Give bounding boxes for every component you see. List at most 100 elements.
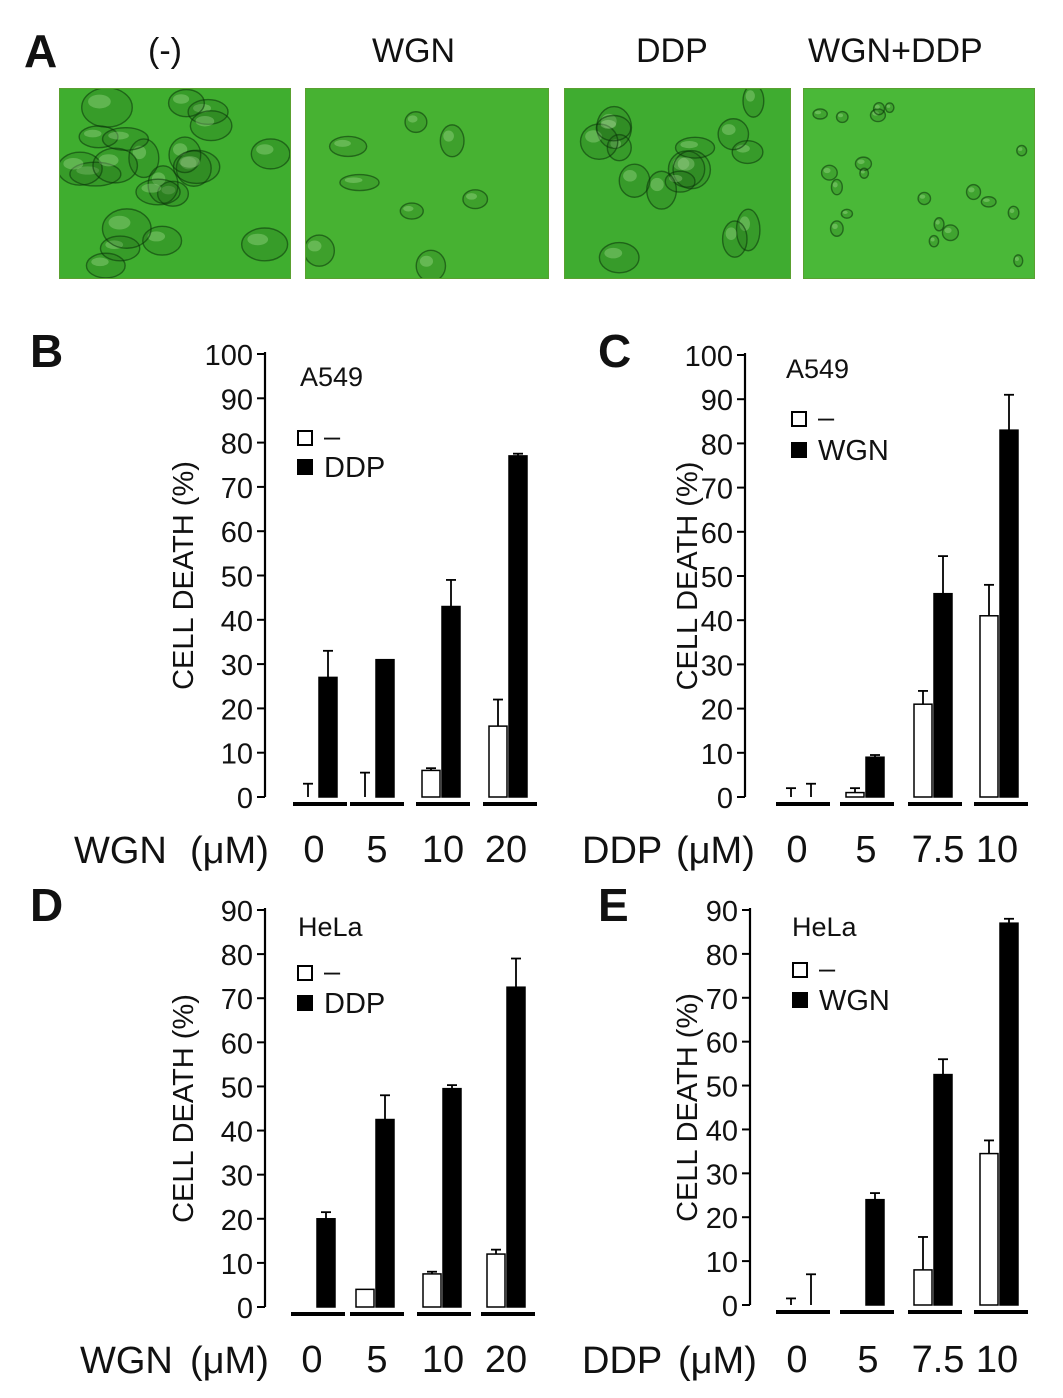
legend-label-filled: WGN [819, 985, 890, 1017]
legend-swatch-filled [297, 459, 313, 475]
cell-shape [941, 224, 960, 242]
cell-shape [618, 163, 651, 198]
cell-shape [240, 227, 289, 262]
x-category-label: 5 [855, 829, 876, 871]
x-axis-label: DDP [582, 830, 662, 872]
legend-label-filled: DDP [324, 452, 385, 484]
cell-shape [735, 208, 761, 252]
cell-highlight [860, 169, 865, 174]
cell-highlight [745, 90, 755, 102]
y-tick-label: 40 [221, 1117, 253, 1149]
legend-swatch-filled [792, 992, 808, 1008]
x-category-label: 20 [485, 1339, 527, 1381]
cell-shape [339, 173, 380, 192]
cell-shape [646, 170, 678, 210]
y-axis-label: CELL DEATH (%) [672, 462, 704, 691]
y-tick-label: 70 [221, 473, 253, 505]
cell-line-label: HeLa [298, 912, 364, 942]
y-tick-label: 100 [685, 341, 733, 373]
cell-shape [598, 241, 640, 274]
cell-highlight [837, 113, 844, 118]
y-axis-label: CELL DEATH (%) [168, 994, 200, 1223]
cell-shape [579, 123, 619, 161]
y-tick-label: 60 [706, 1028, 738, 1060]
cell-shape [92, 147, 139, 184]
y-tick-label: 10 [221, 739, 253, 771]
x-axis-label: DDP [582, 1340, 662, 1382]
cell-highlight [407, 115, 418, 123]
x-category-label: 0 [303, 829, 324, 871]
cell-shape [135, 178, 181, 206]
y-tick-label: 90 [701, 385, 733, 417]
legend-swatch-open [791, 411, 807, 427]
x-axis-unit: (μM) [676, 830, 755, 872]
cell-highlight [173, 94, 190, 104]
cell-highlight [874, 104, 880, 109]
cell-shape [168, 136, 202, 174]
x-category-label: 10 [976, 1339, 1018, 1381]
y-axis-label: CELL DEATH (%) [168, 461, 200, 690]
panel-letter-a: A [24, 25, 58, 77]
cell-highlight [256, 144, 274, 155]
cell-shape [872, 102, 886, 116]
cell-highlight [161, 185, 176, 195]
cell-shape [830, 178, 843, 196]
cell-shape [147, 165, 179, 205]
cell-highlight [600, 119, 617, 129]
cell-highlight [344, 177, 363, 183]
legend-swatch-filled [297, 995, 313, 1011]
x-category-label: 0 [301, 1339, 322, 1381]
cell-highlight [823, 167, 831, 174]
y-tick-label: 0 [237, 783, 253, 815]
cell-highlight [108, 131, 129, 140]
cell-highlight [180, 156, 197, 170]
cell-shape [439, 124, 465, 158]
cell-shape [1013, 254, 1024, 268]
cell-highlight [443, 130, 454, 142]
cell-highlight [179, 156, 201, 168]
x-category-label: 7.5 [912, 829, 965, 871]
cell-shape [328, 135, 368, 158]
cell-highlight [650, 177, 664, 192]
cell-highlight [84, 129, 102, 138]
cell-highlight [88, 94, 111, 109]
cell-shape [829, 220, 844, 237]
legend-label-open: – [819, 953, 836, 985]
cell-highlight [1014, 256, 1019, 262]
cell-shape [142, 225, 183, 256]
x-category-label: 5 [366, 829, 387, 871]
cell-line-label: HeLa [792, 912, 858, 942]
cell-shape [721, 220, 748, 258]
cell-highlight [141, 183, 162, 193]
micrograph-background [565, 89, 790, 278]
x-category-label: 7.5 [912, 1339, 965, 1381]
bar-open [913, 1269, 933, 1306]
y-tick-label: 90 [221, 384, 253, 416]
y-tick-label: 30 [221, 650, 253, 682]
y-tick-label: 90 [706, 896, 738, 928]
cell-shape [172, 149, 221, 185]
x-axis-label: WGN [80, 1340, 173, 1382]
legend-swatch-open [297, 430, 313, 446]
legend-label-open: – [324, 956, 341, 988]
cell-shape [933, 217, 945, 232]
y-tick-label: 20 [221, 694, 253, 726]
cell-highlight [98, 154, 119, 167]
cell-highlight [832, 182, 838, 188]
micrograph-ddp-image [564, 88, 791, 279]
y-tick-label: 80 [221, 429, 253, 461]
cell-shape [1016, 144, 1028, 157]
y-tick-label: 60 [221, 517, 253, 549]
cell-shape [187, 98, 229, 125]
cell-shape [85, 252, 126, 278]
micrograph-wgn-ddp-image [803, 88, 1035, 279]
x-category-label: 5 [857, 1339, 878, 1381]
cell-shape [415, 249, 447, 278]
bar-filled [865, 1198, 885, 1306]
panel-letter-e: E [598, 879, 629, 931]
cell-shape [664, 170, 696, 193]
cell-shape [854, 156, 873, 172]
legend-swatch-filled [791, 442, 807, 458]
y-tick-label: 50 [221, 1072, 253, 1104]
